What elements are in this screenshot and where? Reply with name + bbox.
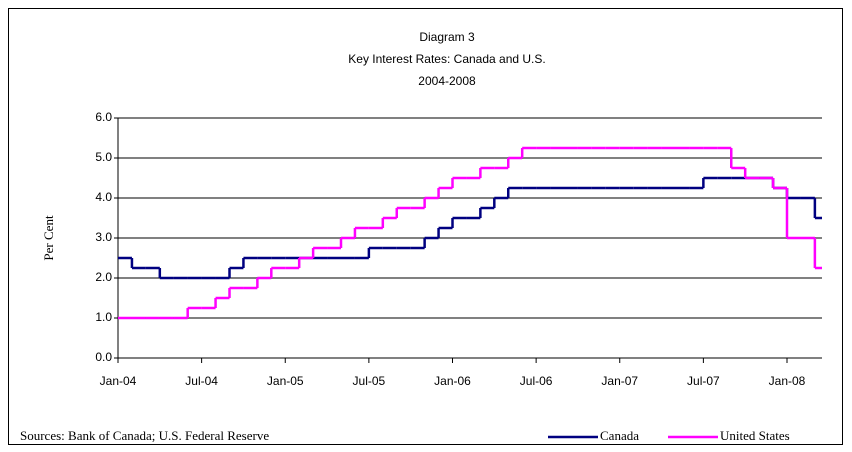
x-tick-label: Jan-05 bbox=[267, 374, 304, 388]
x-tick-label: Jan-06 bbox=[434, 374, 471, 388]
x-tick-label: Jul-07 bbox=[687, 374, 720, 388]
y-axis-label: Per Cent bbox=[41, 215, 56, 261]
x-tick-label: Jan-08 bbox=[769, 374, 806, 388]
y-tick-label: 0.0 bbox=[95, 350, 112, 364]
y-tick-label: 2.0 bbox=[95, 270, 112, 284]
y-tick-label: 1.0 bbox=[95, 310, 112, 324]
y-tick-label: 6.0 bbox=[95, 110, 112, 124]
legend-label: United States bbox=[720, 428, 790, 443]
chart-frame bbox=[8, 8, 843, 445]
x-tick-label: Jul-05 bbox=[353, 374, 386, 388]
y-tick-label: 3.0 bbox=[95, 230, 112, 244]
legend-label: Canada bbox=[600, 428, 639, 443]
y-tick-label: 5.0 bbox=[95, 150, 112, 164]
x-tick-label: Jul-04 bbox=[185, 374, 218, 388]
x-tick-label: Jan-04 bbox=[100, 374, 137, 388]
chart-title: Diagram 3 bbox=[419, 30, 475, 44]
chart-period: 2004-2008 bbox=[418, 74, 476, 88]
x-tick-label: Jan-07 bbox=[601, 374, 638, 388]
x-tick-label: Jul-06 bbox=[520, 374, 553, 388]
source-note: Sources: Bank of Canada; U.S. Federal Re… bbox=[20, 428, 269, 443]
y-tick-label: 4.0 bbox=[95, 190, 112, 204]
chart-subtitle: Key Interest Rates: Canada and U.S. bbox=[348, 52, 545, 66]
